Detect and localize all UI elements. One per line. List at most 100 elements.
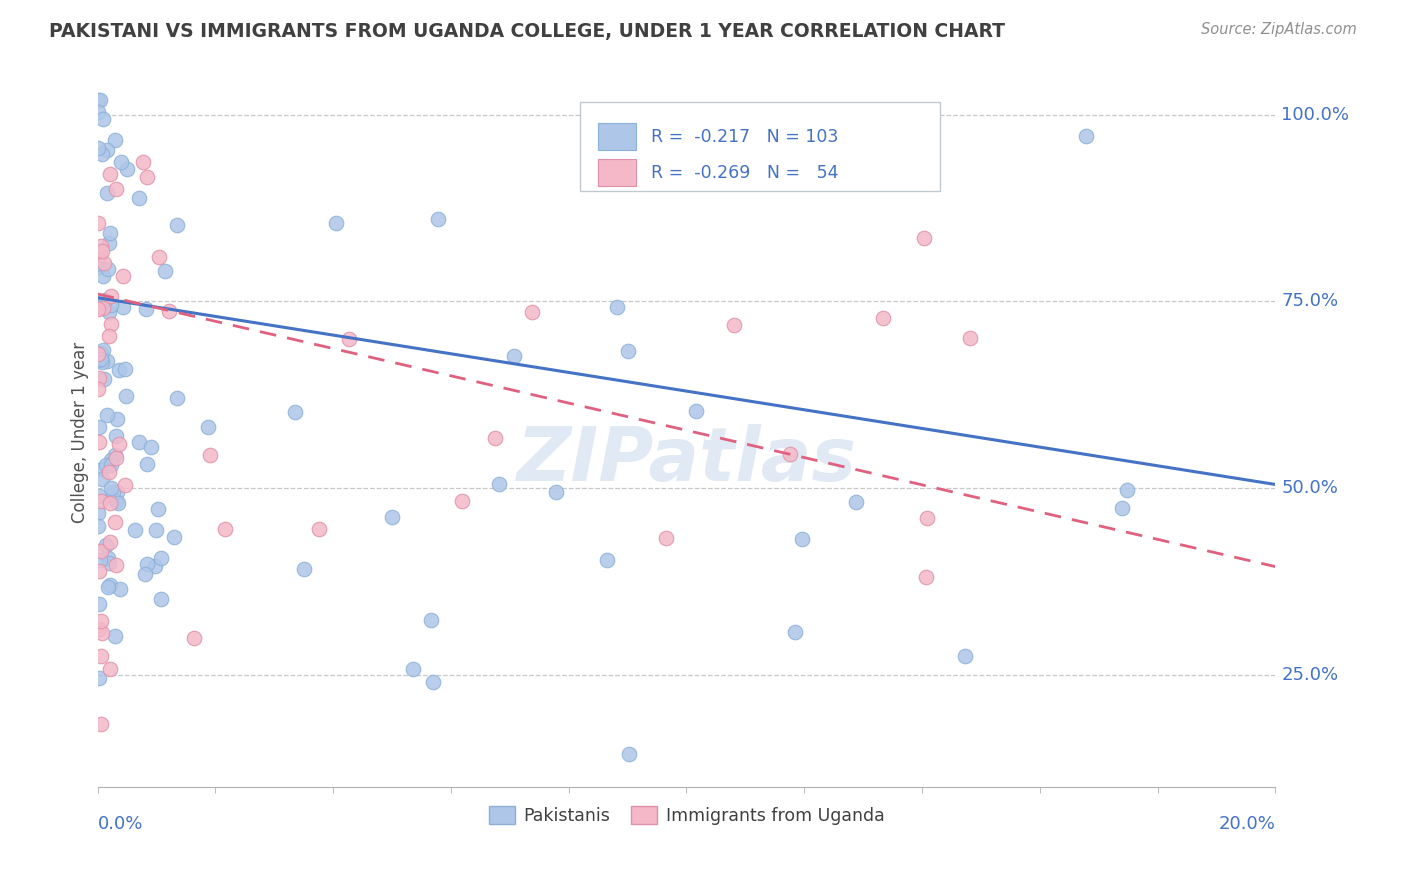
Point (917, 510, 939, 524)
Point (86, 216, 108, 230)
Point (98, 167, 121, 181)
Point (105, 485, 128, 500)
Point (111, 269, 134, 284)
Point (488, 477, 510, 491)
Point (90, 493, 112, 508)
Point (93, 256, 115, 270)
Point (183, 632, 205, 646)
Point (90, 716, 112, 731)
Point (149, 592, 172, 607)
Point (90, 238, 112, 252)
Point (914, 231, 936, 245)
Point (104, 515, 127, 529)
Point (98, 534, 121, 549)
Point (100, 317, 122, 331)
Point (132, 155, 155, 169)
Point (779, 447, 801, 461)
Text: 100.0%: 100.0% (1281, 106, 1350, 124)
Text: ZIPatlas: ZIPatlas (516, 424, 856, 497)
Point (128, 434, 150, 449)
Point (87, 352, 110, 367)
Point (98, 235, 121, 250)
Text: R =  -0.269   N =   54: R = -0.269 N = 54 (651, 164, 838, 182)
Point (108, 582, 131, 596)
Point (214, 522, 236, 536)
Point (422, 675, 444, 690)
Point (845, 495, 868, 509)
Point (143, 559, 166, 574)
Point (87, 420, 110, 434)
Point (90, 544, 112, 558)
Point (87, 371, 110, 385)
Point (90, 352, 112, 367)
FancyBboxPatch shape (581, 103, 939, 191)
Point (166, 391, 188, 405)
Point (87, 141, 110, 155)
Point (723, 318, 745, 333)
Point (915, 570, 938, 584)
Point (87, 519, 110, 533)
Point (87, 302, 110, 317)
Point (100, 496, 122, 510)
Point (110, 154, 132, 169)
Point (420, 613, 443, 627)
Point (93, 301, 115, 316)
Point (1076, 129, 1098, 144)
Point (308, 522, 330, 536)
Point (134, 567, 156, 582)
Point (101, 484, 124, 499)
Point (91, 343, 114, 357)
Text: 75.0%: 75.0% (1281, 293, 1339, 310)
Point (115, 161, 138, 176)
Point (872, 311, 894, 326)
Point (111, 300, 134, 314)
Point (402, 662, 425, 676)
Point (124, 524, 146, 538)
Point (284, 405, 307, 419)
Point (86, 258, 108, 272)
Point (91, 268, 114, 283)
Point (546, 484, 568, 499)
Point (502, 350, 524, 364)
Point (98, 662, 121, 676)
Point (91, 244, 114, 259)
Point (685, 404, 707, 418)
Point (89, 564, 111, 578)
Point (87, 260, 110, 275)
Point (617, 343, 640, 358)
Point (87, 347, 110, 361)
Point (96, 143, 118, 157)
Point (98, 556, 121, 570)
Point (136, 557, 159, 571)
Text: 20.0%: 20.0% (1219, 815, 1275, 833)
Point (520, 305, 543, 319)
Point (1111, 500, 1133, 515)
Point (97, 551, 120, 566)
Point (427, 211, 450, 226)
Point (87, 260, 110, 274)
Y-axis label: College, Under 1 year: College, Under 1 year (72, 342, 89, 523)
Point (381, 509, 404, 524)
Point (325, 216, 347, 230)
Point (90, 615, 112, 629)
Point (484, 431, 506, 445)
Point (100, 453, 122, 467)
Point (91, 626, 114, 640)
Text: R =  -0.217   N = 103: R = -0.217 N = 103 (651, 128, 838, 145)
Point (94, 538, 117, 552)
Point (90, 146, 112, 161)
Point (141, 440, 163, 454)
Point (136, 458, 159, 472)
Point (100, 481, 122, 495)
Point (197, 420, 219, 434)
Point (200, 448, 222, 462)
Text: 25.0%: 25.0% (1281, 666, 1339, 684)
Point (93, 372, 115, 386)
Point (105, 412, 128, 426)
Point (89, 248, 111, 262)
Point (107, 496, 129, 510)
Point (114, 478, 136, 492)
Bar (598, 160, 636, 186)
Point (128, 191, 150, 205)
Point (98, 226, 121, 240)
